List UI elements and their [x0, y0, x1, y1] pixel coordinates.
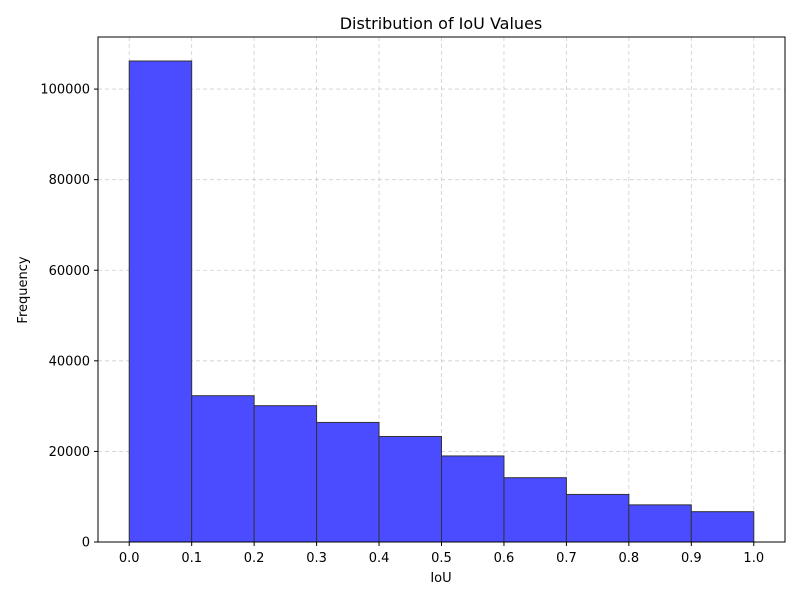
histogram-bar [565, 493, 630, 543]
x-axis: 0.0 0.1 0.2 0.3 0.4 0.5 0.6 0.7 0.8 0.9 1.0 [119, 542, 764, 566]
x-tick-label: 0.7 [556, 551, 577, 566]
histogram-bar [503, 477, 567, 543]
x-tick-label: 1.0 [743, 551, 764, 566]
x-tick-label: 0.8 [619, 551, 640, 566]
x-tick-label: 0.2 [244, 551, 265, 566]
y-tick-label: 40000 [49, 354, 90, 369]
histogram-bar [628, 504, 692, 543]
histogram-bar [191, 395, 255, 543]
histogram-bars [128, 60, 755, 543]
histogram-bar [128, 60, 193, 543]
x-tick-label: 0.3 [306, 551, 327, 566]
x-axis-label: IoU [430, 571, 451, 586]
x-tick-label: 0.4 [369, 551, 390, 566]
histogram-bar [316, 421, 380, 543]
x-tick-label: 0.1 [181, 551, 202, 566]
y-tick-label: 100000 [40, 83, 90, 98]
histogram-bar [690, 511, 755, 543]
y-tick-label: 0 [82, 536, 90, 551]
y-tick-label: 60000 [49, 264, 90, 279]
x-tick-label: 0.5 [431, 551, 452, 566]
histogram-bar [441, 455, 505, 543]
y-axis-label: Frequency [16, 256, 31, 323]
histogram-bar [253, 405, 318, 543]
chart-title: Distribution of IoU Values [340, 14, 543, 33]
y-tick-label: 80000 [49, 173, 90, 188]
histogram-bar [378, 435, 442, 543]
y-axis: 0 20000 40000 60000 80000 100000 [40, 83, 98, 551]
x-tick-label: 0.9 [681, 551, 702, 566]
x-tick-label: 0.0 [119, 551, 140, 566]
x-tick-label: 0.6 [494, 551, 515, 566]
y-tick-label: 20000 [49, 445, 90, 460]
